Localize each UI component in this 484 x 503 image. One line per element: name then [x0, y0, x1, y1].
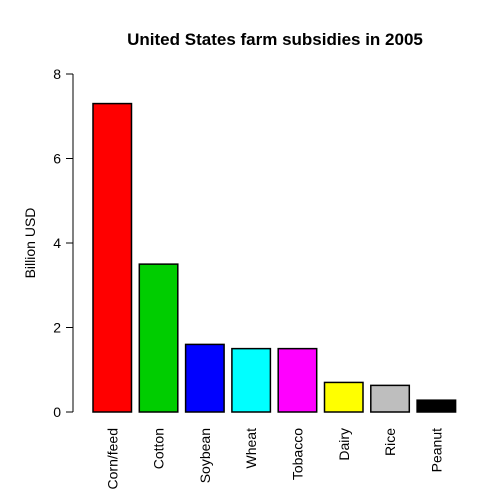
x-tick-label: Tobacco [289, 428, 305, 480]
y-axis-label: Billion USD [22, 208, 38, 279]
x-tick-label: Wheat [243, 428, 259, 469]
x-tick-label: Rice [382, 428, 398, 456]
x-tick-label: Soybean [197, 428, 213, 483]
bar-wheat [231, 347, 272, 413]
bar-dairy [323, 381, 364, 413]
bars [92, 102, 457, 413]
bar-peanut [416, 399, 457, 413]
bar-tobacco [277, 347, 318, 413]
x-axis-labels: Corn/feed Cotton Soybean Wheat Tobacco Dairy R… [104, 428, 444, 490]
bar-corn-feed [92, 102, 133, 413]
x-tick-label: Cotton [151, 428, 167, 469]
y-tick-label: 6 [53, 151, 61, 167]
y-tick-label: 8 [53, 66, 61, 82]
y-axis: 0 2 4 6 8 [53, 66, 74, 420]
y-tick-label: 4 [53, 235, 61, 251]
y-tick-label: 2 [53, 320, 61, 336]
bar-soybean [184, 343, 225, 413]
bar-cotton [138, 263, 179, 413]
y-tick-label: 0 [53, 404, 61, 420]
x-tick-label: Dairy [336, 428, 352, 461]
x-tick-label: Peanut [428, 428, 444, 472]
x-tick-label: Corn/feed [104, 428, 120, 489]
chart-title: United States farm subsidies in 2005 [127, 30, 423, 49]
bar-rice [370, 384, 411, 413]
